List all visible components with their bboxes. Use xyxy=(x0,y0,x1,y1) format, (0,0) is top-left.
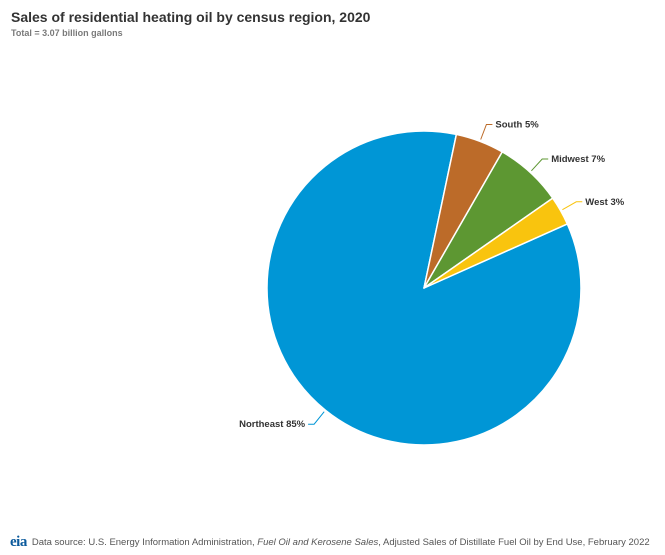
connector-northeast xyxy=(308,411,325,425)
chart-title: Sales of residential heating oil by cens… xyxy=(11,9,371,25)
source-line: eia Data source: U.S. Energy Information… xyxy=(10,535,650,550)
slice-label-midwest: Midwest 7% xyxy=(551,154,605,165)
connector-west xyxy=(562,201,583,211)
chart-subtitle: Total = 3.07 billion gallons xyxy=(11,28,123,38)
source-text: Data source: U.S. Energy Information Adm… xyxy=(32,537,650,548)
connector-midwest xyxy=(531,158,549,172)
pie-chart: Northeast 85% South 5% Midwest 7% West 3% xyxy=(239,120,625,446)
slice-label-south: South 5% xyxy=(495,120,539,131)
pie-slice-west xyxy=(423,197,569,289)
source-publication: Fuel Oil and Kerosene Sales xyxy=(257,537,379,548)
eia-logo: eia xyxy=(10,534,27,550)
slice-label-west: West 3% xyxy=(585,197,624,208)
source-suffix: , Adjusted Sales of Distillate Fuel Oil … xyxy=(378,537,650,548)
connector-south xyxy=(480,124,493,140)
slice-label-northeast: Northeast 85% xyxy=(239,419,306,430)
source-prefix: Data source: U.S. Energy Information Adm… xyxy=(31,537,258,548)
